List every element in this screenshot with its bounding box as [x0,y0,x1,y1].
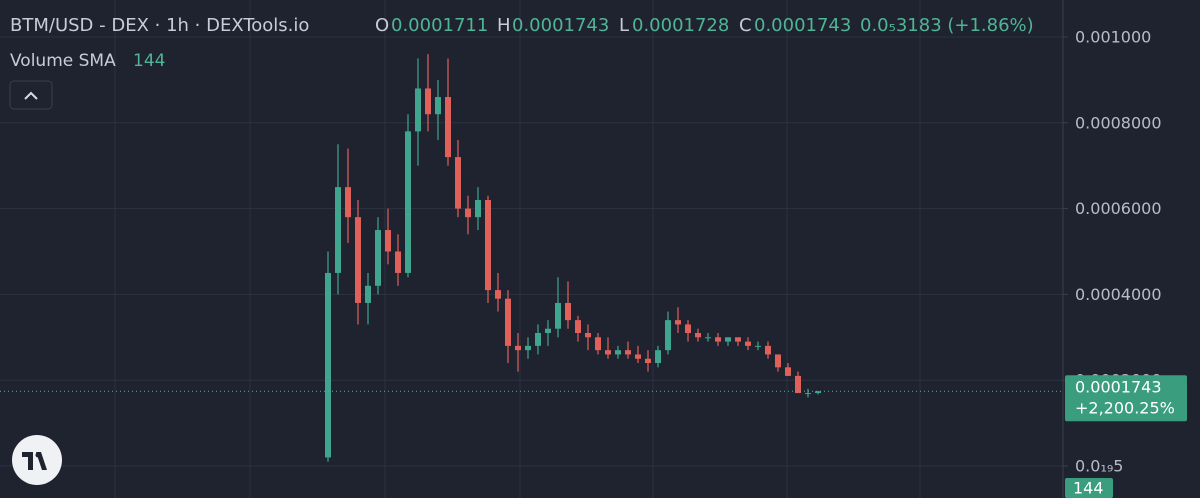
candle-body [765,345,771,355]
open-label: O [375,15,389,36]
candle-body [375,230,381,286]
close-value: 0.0001743 [754,15,851,36]
candle-body [735,337,741,342]
candle-body [505,298,511,346]
candle-body [675,320,681,325]
tradingview-logo[interactable] [12,435,62,485]
candle-body [345,187,351,218]
candle-body [445,97,451,158]
candle-body [525,345,531,351]
candle-body [465,208,471,218]
candle-body [795,375,801,394]
candle-body [605,350,611,355]
candle-body [395,251,401,273]
indicator-name: Volume SMA [10,51,116,71]
y-tick-label: 0.0004000 [1075,285,1162,304]
candle-body [725,337,731,342]
candle-body [745,341,751,346]
candle-body [585,333,591,338]
candle-body [545,328,551,334]
last-price-label: 0.0001743 [1075,378,1162,397]
candle-body [695,333,701,338]
candle-body [755,345,761,347]
candle-body [325,272,331,458]
candle-body [335,187,341,273]
low-value: 0.0001728 [632,15,729,36]
candle-body [405,131,411,273]
candle-body [555,302,561,329]
candle-body [385,230,391,252]
logo-circle[interactable] [12,435,62,485]
collapse-button[interactable] [9,80,53,110]
last-change-label: +2,200.25% [1075,399,1175,418]
volume-axis-box [1065,478,1113,498]
candle-body [425,88,431,115]
y-tick-label: 0.0₁₉5 [1075,456,1123,475]
collapse-button-frame[interactable] [9,80,53,110]
candle-body [655,350,661,364]
volume-axis-label: 144 [1073,479,1104,498]
candle-body [705,337,711,339]
candle-body [365,285,371,303]
candle-body [535,333,541,346]
candle-body [475,200,481,218]
candle-body [805,393,811,395]
change-value: 0.0₅3183 (+1.86%) [860,15,1034,36]
candle-body [785,367,791,376]
high-label: H [497,15,511,36]
logo-dot[interactable] [35,452,41,458]
candle-body [645,358,651,364]
high-value: 0.0001743 [512,15,609,36]
chevron-icon[interactable] [24,91,38,100]
chart-title: BTM/USD - DEX · 1h · DEXTools.io [10,15,309,36]
logo-mark[interactable] [22,452,47,470]
candle-body [415,88,421,132]
y-tick-label: 0.0008000 [1075,113,1162,132]
candle-body [715,337,721,342]
candle-body [495,290,501,299]
grid [0,0,1063,498]
candle-body [625,350,631,355]
candle-body [485,200,491,291]
candle-body [635,354,641,359]
candle-body [575,320,581,334]
y-tick-label: 0.0006000 [1075,199,1162,218]
candle-body [665,320,671,351]
candle-body [565,302,571,321]
candle-body [595,337,601,351]
candle-body [355,217,361,303]
open-value: 0.0001711 [391,15,488,36]
candle-body [435,97,441,115]
indicator-length: 144 [133,51,165,71]
candle-body [815,391,821,394]
candle-body [685,324,691,334]
candle-body [775,354,781,368]
last-price-box [1065,375,1187,422]
y-tick-label: 0.001000 [1075,27,1151,46]
candle-body [515,345,521,351]
candles [325,54,821,462]
candle-body [615,350,621,355]
low-label: L [619,15,629,36]
candle-body [455,157,461,209]
close-label: C [739,15,752,36]
